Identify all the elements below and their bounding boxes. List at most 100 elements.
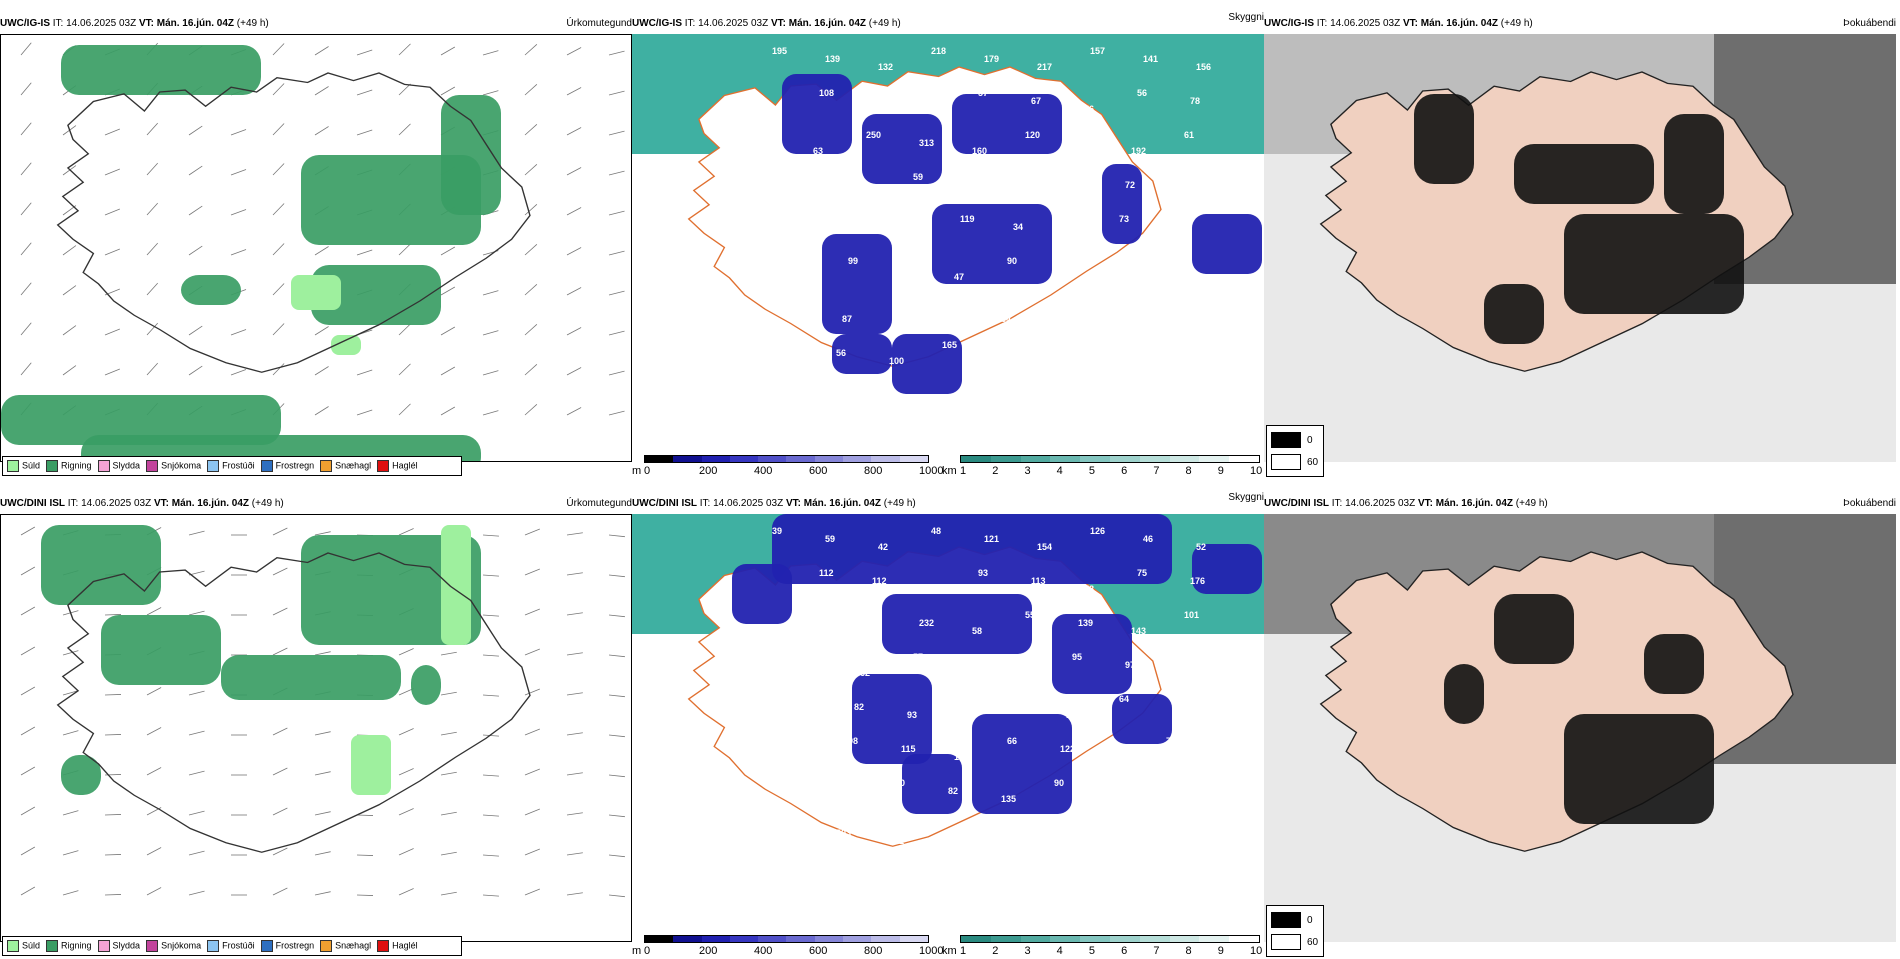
colorbar-tick: 5: [1088, 945, 1095, 957]
cloud-base-label: 139: [825, 54, 840, 64]
valid-time-prefix: VT:: [770, 18, 786, 29]
precip-legend: Súld Rigning Slydda Snjókoma Frostúði Frostre…: [2, 456, 462, 476]
colorbar-tick: 8: [1185, 465, 1192, 477]
legend-item: Snæhagl: [320, 460, 371, 472]
cloud-base-label: 87: [842, 314, 852, 324]
init-time: IT: 14.06.2025 03Z: [1316, 18, 1401, 29]
cloud-base-label: 57: [913, 652, 923, 662]
model-name: UWC/IG-IS: [632, 18, 682, 29]
cloud-base-label: 217: [1037, 62, 1052, 72]
cloud-base-label: 135: [1001, 794, 1016, 804]
cloud-base-label: 90: [1013, 702, 1023, 712]
colorbar-tick: 1: [960, 465, 967, 477]
colorbar-tick: 5: [1088, 465, 1095, 477]
cloud-base-label: 209: [872, 96, 887, 106]
cloud-base-label: 97: [1125, 660, 1135, 670]
cloud-base-label: 232: [919, 618, 934, 628]
cloud-base-label: 143: [1131, 626, 1146, 636]
panel-label: Þokuábendi: [1843, 18, 1896, 29]
cloud-map: 39 59 42 48 121 154 126 46 52 112 112 107 93 113 78 75 1…: [632, 514, 1264, 914]
cloud-base-label: 81: [966, 180, 976, 190]
fog-legend-value: 0: [1307, 914, 1313, 926]
cloud-base-label: 78: [1113, 752, 1123, 762]
legend-swatch: [320, 940, 333, 952]
cloud-base-label: 56: [1084, 104, 1094, 114]
cloud-base-label: 64: [1119, 694, 1129, 704]
legend-swatch: [377, 940, 390, 952]
legend-swatch: [146, 460, 159, 472]
colorbar-tick: 3: [1024, 465, 1031, 477]
rain-areas: [1, 45, 501, 461]
legend-item: Haglél: [377, 940, 418, 952]
cloud-base-label: 53: [1172, 702, 1182, 712]
precip-map: [0, 34, 632, 462]
legend-item: Snjókoma: [146, 460, 201, 472]
cloud-base-label: 75: [1166, 736, 1176, 746]
cloud-base-label: 60: [1178, 668, 1188, 678]
cloud-base-colorbar: m 0 200 400 600 800 1000: [632, 935, 943, 959]
legend-swatch: [260, 940, 273, 952]
cloud-base-label: 112: [807, 660, 822, 670]
colorbar-tick: 7: [1153, 465, 1160, 477]
cloud-base-label: 63: [1160, 314, 1170, 324]
colorbar-tick: 800: [864, 465, 883, 477]
panel-title: UWC/IG-IS IT: 14.06.2025 03Z VT: Mán. 16…: [1264, 14, 1896, 34]
panel-title: UWC/DINI ISL IT: 14.06.2025 03Z VT: Mán.…: [632, 492, 1264, 514]
legend-item: Frostúði: [207, 460, 255, 472]
cloud-base-label: 57: [978, 88, 988, 98]
valid-time: Mán. 16.jún. 04Z: [788, 18, 866, 29]
lead-time: (+49 h): [868, 18, 901, 29]
fog-legend-item: 60: [1271, 934, 1319, 950]
cloud-base-label: 13: [1107, 786, 1117, 796]
legend-item: Rigning: [46, 940, 92, 952]
colorbar-gradient: [960, 935, 1260, 943]
cloud-base-label: 214: [795, 272, 810, 282]
legend-label: Súld: [22, 940, 41, 951]
legend-item: Slydda: [97, 460, 140, 472]
cloud-base-label: 195: [772, 46, 787, 56]
cloud-base-label: 120: [1025, 130, 1040, 140]
fog-legend-swatch: [1271, 432, 1301, 448]
legend-item: Rigning: [46, 460, 92, 472]
colorbar-tick: 2: [992, 465, 999, 477]
colorbar-tick: 200: [699, 945, 718, 957]
cloud-base-label: 67: [1031, 96, 1041, 106]
cloud-base-label: 101: [1184, 610, 1199, 620]
cloud-base-label: 176: [1190, 576, 1205, 586]
cloud-base-label: 58: [807, 180, 817, 190]
cloud-base-label: 75: [1137, 568, 1147, 578]
legend-swatch: [7, 940, 19, 952]
legend-label: Rigning: [61, 460, 92, 471]
cloud-base-label: 99: [848, 256, 858, 266]
cloud-base-label: 61: [1184, 130, 1194, 140]
cloud-base-label: 56: [1137, 88, 1147, 98]
valid-time: Mán. 16.jún. 04Z: [1420, 18, 1498, 29]
legend-swatch: [46, 940, 59, 952]
legend-label: Slydda: [112, 940, 141, 951]
fog-legend-value: 60: [1307, 456, 1319, 468]
cloud-base-label: 110: [866, 610, 881, 620]
dense-fog-areas: [1414, 94, 1744, 344]
valid-time: Mán. 16.jún. 04Z: [171, 498, 249, 509]
fog-map: [1264, 34, 1896, 462]
dense-fog-areas: [1444, 594, 1714, 824]
fog-legend-value: 60: [1307, 936, 1319, 948]
cloud-base-label: 119: [960, 214, 975, 224]
lead-time: (+49 h): [251, 498, 284, 509]
cloud-base-label: 101: [895, 298, 910, 308]
cloud-base-label: 313: [919, 138, 934, 148]
lead-time: (+49 h): [883, 498, 916, 509]
cloud-base-label: 145: [795, 752, 810, 762]
fog-legend-swatch: [1271, 912, 1301, 928]
legend-label: Frostúði: [222, 940, 255, 951]
cloud-base-label: 60: [783, 340, 793, 350]
cloud-base-label: 76: [1019, 668, 1029, 678]
fog-legend: 0 60: [1266, 425, 1324, 477]
fog-panel-igis: UWC/IG-IS IT: 14.06.2025 03Z VT: Mán. 16…: [1264, 14, 1896, 479]
colorbar-tick: 800: [864, 945, 883, 957]
cloud-base-label: 54: [948, 306, 958, 316]
legend-item: Súld: [7, 460, 40, 472]
cloud-base-label: 90: [1054, 778, 1064, 788]
legend-item: Frostúði: [207, 940, 255, 952]
legend-swatch: [377, 460, 390, 472]
